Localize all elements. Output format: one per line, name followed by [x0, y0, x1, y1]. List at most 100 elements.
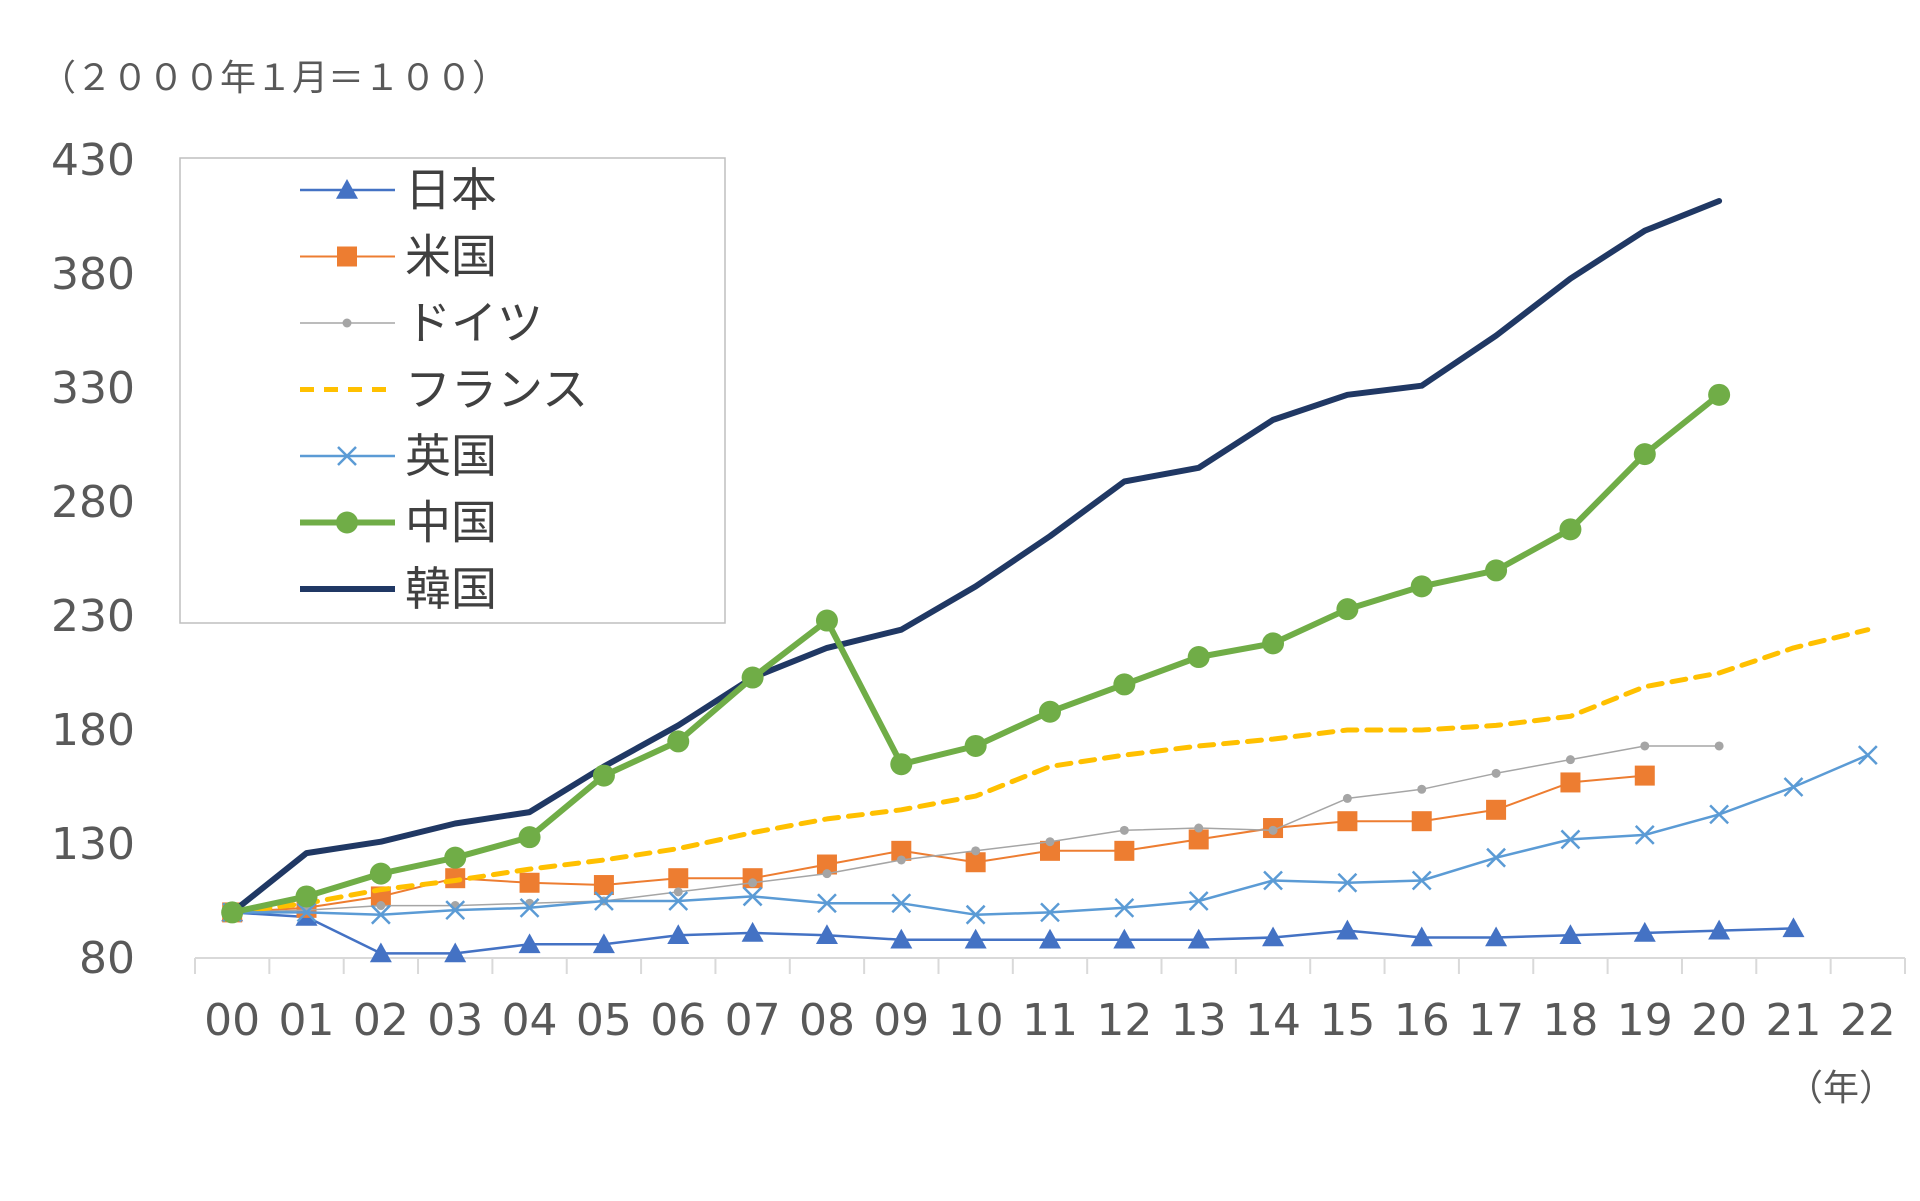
- data-point-triangle: [336, 179, 358, 199]
- data-point-x: [1040, 902, 1060, 923]
- data-point-triangle: [1113, 928, 1136, 949]
- data-point-square: [593, 875, 614, 896]
- data-point-circle: [1485, 559, 1508, 582]
- data-point-x-stroke: [519, 897, 540, 918]
- data-point-triangle: [518, 933, 541, 954]
- data-point-x: [445, 900, 466, 921]
- data-point-circle: [667, 730, 690, 753]
- data-point-triangle: [1559, 924, 1582, 944]
- y-tick-label: 280: [51, 477, 135, 528]
- legend-label: フランス: [405, 363, 588, 417]
- data-point-x: [1709, 804, 1730, 825]
- x-tick-label: 01: [279, 995, 335, 1046]
- y-tick-label: 380: [51, 249, 135, 300]
- x-tick-label: 08: [799, 995, 855, 1046]
- data-point-circle: [1708, 383, 1731, 406]
- x-tick-label: 21: [1765, 995, 1821, 1046]
- data-point-triangle: [1336, 919, 1359, 940]
- data-point-circle: [1410, 575, 1433, 598]
- data-point-dot: [748, 878, 758, 888]
- data-point-square: [1114, 840, 1135, 861]
- x-tick-label: 17: [1468, 995, 1524, 1046]
- data-point-square: [965, 852, 986, 873]
- data-point-dot: [342, 318, 352, 328]
- data-point-triangle: [890, 928, 913, 949]
- data-point-triangle: [592, 933, 615, 954]
- legend-item: 韓国: [300, 562, 497, 616]
- data-point-circle: [336, 511, 358, 534]
- x-tick-label: 09: [873, 995, 929, 1046]
- series-5: [222, 745, 1878, 925]
- data-point-dot: [1045, 837, 1055, 847]
- data-point-dot: [1714, 741, 1724, 751]
- x-tick-label: 06: [650, 995, 706, 1046]
- legend-item: フランス: [300, 363, 588, 417]
- data-point-triangle: [369, 942, 392, 963]
- legend-item: 英国: [300, 429, 497, 483]
- y-axis-ticks: 430 380 330 280 230 180 130 80: [51, 135, 135, 984]
- data-point-square: [891, 840, 912, 861]
- data-point-x: [594, 891, 614, 911]
- data-point-x: [1783, 777, 1804, 797]
- data-point-x: [817, 893, 837, 914]
- data-point-dot: [971, 846, 981, 856]
- axes: [194, 957, 1906, 974]
- data-point-x: [1263, 870, 1283, 891]
- data-point-circle: [1633, 443, 1656, 466]
- data-point-circle: [592, 764, 615, 787]
- data-point-square: [337, 246, 357, 267]
- data-point-square: [816, 854, 837, 875]
- data-point-x: [1857, 745, 1878, 765]
- legend-label: 日本: [405, 163, 497, 217]
- series-line: [229, 627, 1871, 915]
- legend-item: 日本: [300, 163, 497, 217]
- data-point-x: [1486, 847, 1506, 868]
- series-3: [227, 741, 1724, 917]
- data-point-x-stroke: [1188, 891, 1209, 911]
- x-tick-label: 12: [1096, 995, 1152, 1046]
- legend-label: 米国: [405, 230, 497, 284]
- data-point-x: [337, 446, 357, 466]
- data-point-x: [1337, 872, 1358, 893]
- series-1: [221, 901, 1805, 963]
- data-point-x-stroke: [1560, 829, 1581, 850]
- data-point-square: [668, 868, 689, 889]
- legend-item: 米国: [300, 230, 497, 284]
- data-point-triangle: [1410, 926, 1433, 947]
- y-unit-label: （２０００年１月＝１００）: [40, 58, 508, 99]
- data-point-triangle: [1039, 928, 1061, 949]
- x-tick-label: 13: [1171, 995, 1227, 1046]
- data-point-circle: [1113, 673, 1136, 696]
- data-point-circle: [741, 666, 764, 689]
- legend-item: ドイツ: [300, 296, 543, 350]
- data-point-x-stroke: [817, 893, 837, 914]
- data-point-x: [891, 893, 912, 914]
- data-point-x-stroke: [1709, 804, 1730, 825]
- data-point-triangle: [964, 928, 987, 949]
- x-tick-label: 00: [204, 995, 260, 1046]
- data-point-x-stroke: [1263, 870, 1283, 891]
- data-point-x: [742, 886, 763, 907]
- data-point-circle: [444, 846, 467, 869]
- data-point-dot: [1491, 768, 1501, 778]
- data-point-x-stroke: [370, 904, 391, 925]
- data-point-circle: [1039, 700, 1061, 723]
- data-point-dot: [1417, 784, 1427, 794]
- data-point-circle: [815, 609, 838, 632]
- data-point-x-stroke: [1783, 777, 1804, 797]
- data-point-dot: [1640, 741, 1650, 751]
- series-line: [230, 753, 1870, 916]
- series-layer: [221, 198, 1878, 963]
- x-tick-label: 10: [948, 995, 1004, 1046]
- data-point-triangle: [667, 924, 690, 944]
- legend-label: 中国: [405, 496, 497, 550]
- series-line: [229, 198, 1723, 916]
- x-tick-label: 14: [1245, 995, 1301, 1046]
- data-point-x-stroke: [1857, 745, 1878, 765]
- data-point-circle: [964, 734, 987, 757]
- x-unit-label: （年）: [1787, 1068, 1895, 1109]
- data-point-x-stroke: [1486, 847, 1506, 868]
- data-point-x: [1411, 870, 1432, 891]
- data-point-triangle: [1708, 919, 1731, 940]
